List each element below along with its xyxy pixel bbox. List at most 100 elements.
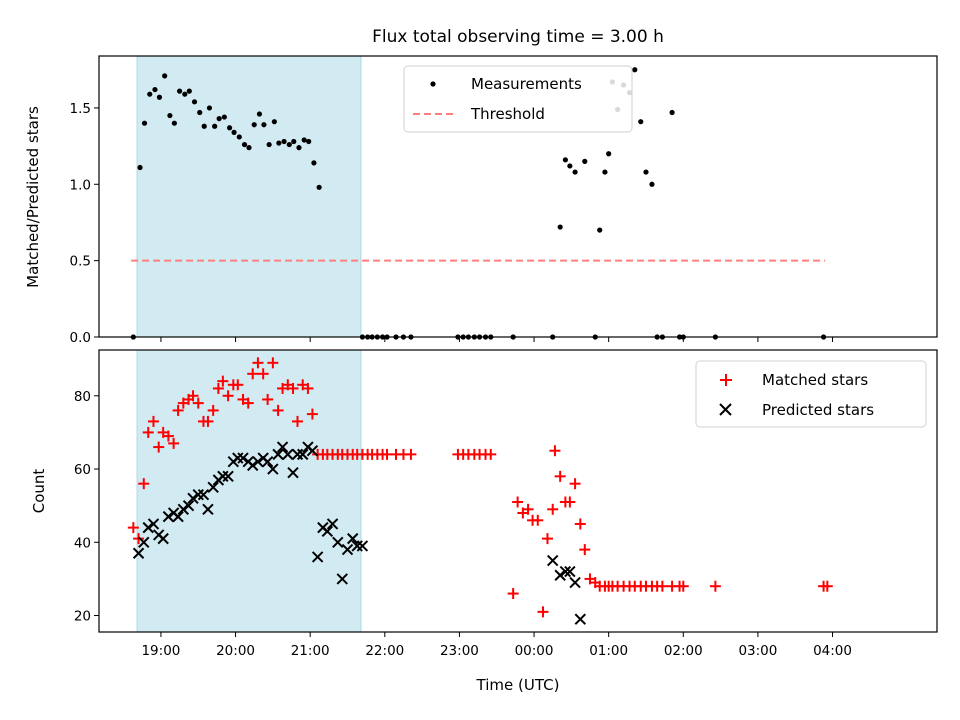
matched-stars-point [405,448,417,460]
measurement-point [241,141,248,148]
measurement-point [306,138,312,145]
measurement-point [296,145,302,151]
legend-threshold-label: Threshold [470,105,545,123]
measurement-point [606,151,612,157]
matched-stars-point [272,404,284,416]
predicted-stars-point [272,448,284,461]
matched-stars-point [192,397,204,409]
predicted-stars-point [347,532,359,545]
predicted-stars-point [207,481,219,494]
matched-stars-point [507,588,519,600]
top-axes-frame [98,55,938,338]
predicted-stars-point [326,518,339,530]
predicted-stars-point [187,492,199,505]
x-tick-label: 00:00 [515,643,554,659]
legend-matched-marker [720,374,732,386]
matched-stars-point [172,404,184,416]
matched-stars-point [522,503,534,515]
measurement-point [649,181,655,187]
measurement-point [291,138,297,145]
measurement-point [669,109,675,116]
measurement-point [246,145,252,151]
x-tick-label: 01:00 [589,643,628,659]
matched-stars-point [142,426,154,438]
matched-stars-point [537,606,549,618]
x-tick-label: 19:00 [141,643,180,659]
bottom-x-ticks: 19:00 20:00 21:00 22:00 23:00 00:00 01:00 02:00… [141,632,852,659]
matched-stars-point [554,470,566,482]
measurement-point [186,88,192,94]
predicted-stars-point [222,470,234,483]
y-tick-label: 80 [74,389,91,405]
matched-stars-point [217,375,229,387]
predicted-stars-point [197,488,210,501]
matched-stars-point [168,437,180,449]
matched-stars-point [147,415,159,427]
predicted-stars-point [172,510,184,523]
matched-stars-point [287,382,299,394]
matched-stars-point [485,448,497,460]
measurement-point [281,138,287,145]
measurement-point [597,227,603,233]
measurement-point [176,88,183,94]
y-tick-label: 1.0 [70,177,91,193]
measurement-point [261,122,267,128]
x-tick-label: 22:00 [365,643,404,659]
predicted-stars-point [311,551,324,563]
measurement-point [276,140,282,146]
matched-stars-point [133,533,145,545]
measurement-point [557,224,563,230]
measurement-point [206,105,213,111]
x-tick-label: 03:00 [738,643,777,659]
bottom-y-axis-label: Count [30,469,48,514]
legend-matched-label: Matched stars [762,371,868,389]
predicted-stars-point [132,547,145,559]
measurement-point [316,184,322,190]
top-y-axis-label: Matched/Predicted stars [24,106,42,288]
measurement-point [141,120,148,126]
measurement-point [221,114,227,120]
y-tick-label: 20 [74,609,91,625]
matched-stars-point [153,441,165,453]
measurement-point [191,99,198,105]
matched-stars-point [569,478,581,490]
predicted-stars-point [341,543,354,556]
matched-stars-point [262,393,274,405]
legend-measurements-label: Measurements [471,75,582,93]
predicted-stars-point [142,521,154,534]
predicted-stars-point [559,565,572,578]
measurement-point [137,164,143,171]
measurement-point [286,141,292,148]
bottom-y-ticks: 20 40 60 80 [74,389,99,625]
top-plot-marks [130,67,827,340]
matched-stars-point [232,379,244,391]
predicted-stars-point [276,441,289,453]
matched-stars-point [242,397,254,409]
predicted-stars-point [356,540,369,552]
x-tick-label: 23:00 [440,643,479,659]
matched-stars-point [821,580,833,592]
legend-measurements-marker [430,81,436,87]
measurement-point [301,137,307,143]
y-tick-label: 40 [74,535,91,551]
matched-stars-point [257,368,269,380]
measurement-point [152,86,158,93]
top-x-ticks [160,337,834,342]
predicted-stars-point [306,445,319,457]
x-axis-label: Time (UTC) [476,676,560,694]
predicted-stars-point [297,448,309,461]
x-tick-label: 20:00 [216,643,255,659]
matched-stars-point [247,368,259,380]
predicted-stars-point [546,554,559,567]
matched-stars-point [252,357,264,369]
matched-stars-point [547,503,559,515]
legend-predicted-label: Predicted stars [762,401,874,419]
matched-stars-point [656,580,668,592]
chart-title: Flux total observing time = 3.00 h [372,27,664,47]
predicted-stars-point [321,525,334,537]
y-tick-label: 1.5 [70,101,91,117]
measurement-point [567,163,573,169]
bottom-legend: Matched stars Predicted stars [695,360,927,428]
measurement-point [311,160,317,166]
matched-stars-point [202,415,214,427]
